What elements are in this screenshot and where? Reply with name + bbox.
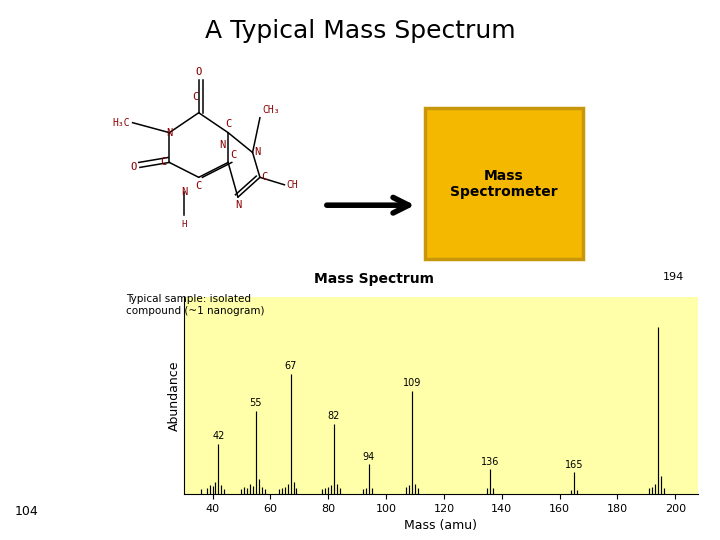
Y-axis label: Abundance: Abundance <box>168 360 181 431</box>
X-axis label: Mass (amu): Mass (amu) <box>405 519 477 532</box>
Text: C: C <box>261 172 267 183</box>
Text: N: N <box>181 187 187 197</box>
Text: 94: 94 <box>363 451 375 462</box>
FancyBboxPatch shape <box>425 108 583 259</box>
Text: Mass
Spectrometer: Mass Spectrometer <box>450 168 558 199</box>
Text: A Typical Mass Spectrum: A Typical Mass Spectrum <box>204 19 516 43</box>
Text: 109: 109 <box>403 378 421 388</box>
Text: O: O <box>196 67 202 77</box>
Text: Typical sample: isolated
compound (~1 nanogram): Typical sample: isolated compound (~1 na… <box>126 294 264 316</box>
Text: H: H <box>181 220 186 228</box>
Text: CH₃: CH₃ <box>262 105 280 115</box>
Text: N: N <box>220 140 225 150</box>
Text: O: O <box>130 163 136 172</box>
Text: C: C <box>225 119 231 129</box>
Text: 194: 194 <box>662 272 684 282</box>
Text: 104: 104 <box>14 505 38 518</box>
Text: 55: 55 <box>250 398 262 408</box>
Text: C: C <box>230 150 237 160</box>
Text: N: N <box>254 147 260 158</box>
Text: C: C <box>161 158 167 167</box>
Text: 136: 136 <box>481 456 500 467</box>
Text: 165: 165 <box>564 460 583 470</box>
Text: 82: 82 <box>328 411 340 421</box>
Text: C: C <box>192 92 199 102</box>
Text: H₃C: H₃C <box>112 118 130 127</box>
Text: 42: 42 <box>212 431 225 442</box>
Text: N: N <box>235 200 241 210</box>
Text: C: C <box>196 181 202 191</box>
Text: Mass Spectrum: Mass Spectrum <box>315 272 434 286</box>
Text: 67: 67 <box>284 361 297 372</box>
Text: N: N <box>166 127 173 138</box>
Text: CH: CH <box>287 180 299 190</box>
